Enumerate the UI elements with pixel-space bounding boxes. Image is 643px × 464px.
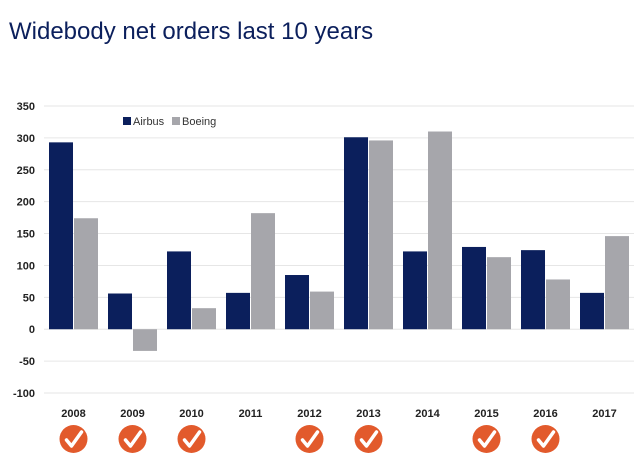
bar-boeing-2016: [546, 279, 570, 330]
legend-swatch-airbus: [123, 117, 131, 125]
check-badge-icon: [59, 425, 88, 453]
bar-boeing-2014: [428, 131, 452, 330]
check-mark-icon: [123, 430, 143, 448]
check-badge-icon: [177, 425, 206, 453]
bar-boeing-2013: [369, 140, 393, 330]
check-badge-icon: [118, 425, 147, 453]
bar-airbus-2012: [285, 275, 309, 330]
chart-title: Widebody net orders last 10 years: [9, 18, 374, 45]
bar-boeing-2008: [74, 218, 98, 330]
check-badge-icon: [354, 425, 383, 453]
x-tick-label-2017: 2017: [592, 408, 616, 420]
x-tick-label-2016: 2016: [533, 408, 557, 420]
check-mark-icon: [182, 430, 202, 448]
bar-boeing-2010: [192, 308, 216, 330]
check-badge-icon: [295, 425, 324, 453]
check-badge-icon: [531, 425, 560, 453]
bar-airbus-2015: [462, 246, 486, 330]
x-tick-label-2014: 2014: [415, 408, 440, 420]
check-mark-icon: [300, 430, 320, 448]
x-tick-label-2013: 2013: [356, 408, 380, 420]
bar-airbus-2009: [108, 293, 132, 330]
y-tick-label: 0: [29, 324, 35, 336]
bar-airbus-2008: [49, 142, 73, 330]
legend-label-airbus: Airbus: [133, 116, 165, 128]
bar-airbus-2014: [403, 251, 427, 330]
x-tick-label-2010: 2010: [179, 408, 203, 420]
legend-label-boeing: Boeing: [182, 116, 216, 128]
bar-airbus-2013: [344, 137, 368, 330]
bar-airbus-2011: [226, 292, 250, 330]
bar-boeing-2012: [310, 291, 334, 330]
bar-airbus-2016: [521, 250, 545, 330]
bar-boeing-2017: [605, 236, 629, 330]
y-tick-label: 250: [17, 165, 35, 177]
x-tick-label-2011: 2011: [239, 408, 263, 420]
y-tick-label: -100: [13, 388, 35, 400]
x-tick-label-2009: 2009: [120, 408, 144, 420]
check-badge-icon: [472, 425, 501, 453]
bar-airbus-2017: [580, 292, 604, 330]
y-tick-label: 350: [17, 101, 35, 113]
legend-swatch-boeing: [172, 117, 180, 125]
y-tick-label: 200: [17, 197, 35, 209]
y-tick-label: 300: [17, 133, 35, 145]
check-mark-icon: [536, 430, 556, 448]
y-tick-label: 100: [17, 260, 35, 272]
bar-boeing-2009: [133, 329, 157, 351]
check-mark-icon: [64, 430, 84, 448]
check-mark-icon: [477, 430, 497, 448]
check-mark-icon: [359, 430, 379, 448]
bar-boeing-2015: [487, 257, 511, 330]
y-tick-label: -50: [19, 356, 35, 368]
x-tick-label-2012: 2012: [297, 408, 321, 420]
bar-airbus-2010: [167, 251, 191, 330]
x-tick-label-2015: 2015: [474, 408, 498, 420]
x-tick-label-2008: 2008: [61, 408, 85, 420]
y-tick-label: 50: [23, 292, 35, 304]
y-tick-label: 150: [17, 229, 35, 241]
bar-boeing-2011: [251, 213, 275, 330]
